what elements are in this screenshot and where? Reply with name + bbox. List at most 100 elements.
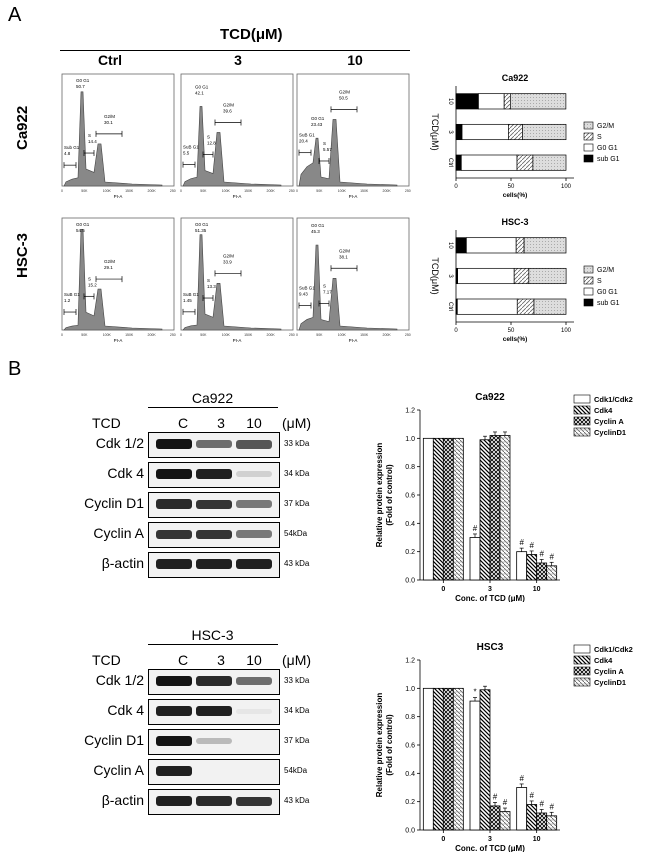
histogram-trace: [298, 119, 398, 187]
grouped-bar: [546, 815, 558, 831]
stacked-legend-label: sub G1: [597, 156, 620, 163]
lane-label: C: [177, 652, 189, 668]
stacked-segment: [513, 267, 530, 285]
histogram-xlabel: PI-A: [233, 194, 242, 199]
protein-label: Cdk 1/2: [95, 435, 144, 451]
stacked-xlabel: cells(%): [503, 192, 528, 199]
histogram-xtick: 150K: [244, 189, 253, 193]
grouped-bar: [516, 787, 528, 831]
gate-value: 51.35: [195, 228, 207, 233]
blot-band: [196, 796, 232, 806]
histogram-trace: [63, 229, 163, 331]
gate-value: 5.57: [323, 147, 332, 152]
histogram-trace: [182, 234, 282, 331]
stacked-xtick-label: 0: [454, 328, 458, 334]
blot-band: [196, 706, 232, 716]
stacked-xlabel: cells(%): [503, 336, 528, 343]
row-label-hsc3: HSC-3: [14, 232, 31, 278]
histogram-xtick: 250K: [289, 333, 295, 337]
stacked-xtick-label: 50: [508, 328, 515, 334]
grouped-ytick-label: 1.2: [405, 658, 415, 665]
blot-band: [196, 769, 232, 774]
stacked-segment: [455, 237, 467, 254]
protein-label: Cyclin D1: [84, 495, 144, 511]
grouped-legend-label: Cdk1/Cdk2: [594, 645, 633, 654]
grouped-ytick-label: 1.2: [405, 408, 415, 415]
stacked-segment: [515, 237, 525, 254]
grouped-legend-label: CyclinD1: [594, 678, 626, 687]
histogram-xtick: 0: [61, 333, 63, 337]
stacked-segment: [460, 154, 518, 171]
bar-chart-ca922: Ca922 0.0 0.2 0.4 0.6 0.8 1.0 1.2 Relative prote…: [375, 392, 633, 602]
blot-band: [156, 736, 192, 746]
gate-value: 14.4: [88, 139, 97, 144]
gate-value: 13.3: [207, 284, 216, 289]
stacked-xtick-label: 50: [508, 184, 515, 190]
gate-value: 45.3: [311, 229, 320, 234]
gate-value: 4.8: [64, 151, 71, 156]
kda-label: 37 kDa: [284, 499, 310, 508]
grouped-xtick-label: 3: [488, 836, 492, 843]
significance-marker: #: [529, 541, 534, 550]
grouped-xtick-label: 0: [441, 586, 445, 593]
blot-band: [236, 530, 272, 538]
significance-marker: #: [549, 552, 554, 561]
stacked-segment: [456, 298, 518, 315]
gate-value: 33.9: [223, 259, 232, 264]
stacked-legend-label: G0 G1: [597, 289, 618, 296]
kda-label: 34 kDa: [284, 706, 310, 715]
blot-band: [196, 559, 232, 569]
panel-b-letter: B: [8, 358, 22, 380]
stacked-category-label: 3: [447, 274, 453, 278]
treatment-header: TCD(μM): [220, 26, 283, 43]
histogram-xlabel: PI-A: [349, 194, 358, 199]
grouped-ytick-label: 0.0: [405, 578, 415, 585]
gate-label: SuB G1: [183, 145, 199, 150]
blot-header-line: [148, 407, 278, 408]
histogram-xtick: 50K: [316, 333, 323, 337]
stacked-category-label: Ctrl: [447, 158, 453, 167]
kda-label: 33 kDa: [284, 439, 310, 448]
unit-label: (μM): [282, 652, 312, 668]
grouped-bar: [432, 437, 444, 581]
histogram-trace: [298, 244, 398, 331]
gate-value: 1.45: [183, 298, 192, 303]
stacked-segment: [455, 154, 462, 171]
grouped-bar: [499, 435, 511, 581]
histogram-xtick: 250K: [405, 189, 411, 193]
blot-band: [156, 499, 192, 509]
stacked-ylabel: TCD(μM): [430, 113, 440, 150]
grouped-ytick-label: 0.2: [405, 799, 415, 806]
gate-label: SuB G1: [64, 292, 80, 297]
blot-band: [196, 738, 232, 744]
histogram-xtick: 200K: [267, 189, 276, 193]
histogram-xtick: 0: [180, 189, 182, 193]
grouped-legend-swatch: [573, 677, 591, 687]
significance-marker: #: [539, 549, 544, 558]
grouped-legend-swatch: [573, 666, 591, 676]
stacked-segment: [461, 123, 509, 141]
gate-value: 20.4: [299, 139, 308, 144]
stacked-legend-swatch: [583, 143, 594, 152]
gate-label: G0 G1: [195, 222, 209, 227]
grouped-bar: [452, 437, 464, 581]
stacked-bar-chart-hsc3: HSC-3 0 50 100 cells(%) TCD(μM) Ctrl 3 10 G2/M S G0…: [430, 217, 620, 343]
histogram-xlabel: PI-A: [233, 338, 242, 343]
gate-value: 1.2: [64, 298, 71, 303]
grouped-xlabel: Conc. of TCD (μM): [455, 594, 525, 602]
grouped-bar: [422, 437, 434, 581]
grouped-legend-swatch: [573, 405, 591, 415]
blot-band: [236, 439, 272, 449]
protein-label: Cyclin A: [93, 525, 144, 541]
stacked-legend-label: S: [597, 134, 602, 141]
grouped-ylabel-line: Relative protein expression: [375, 443, 384, 548]
grouped-bar: [442, 687, 454, 831]
stacked-legend-label: S: [597, 278, 602, 285]
grouped-ytick-label: 0.4: [405, 521, 415, 528]
lane-label: 3: [217, 415, 225, 431]
grouped-legend-label: Cyclin A: [594, 667, 624, 676]
gate-label: G2/M: [339, 248, 350, 253]
gate-label: Sub G1: [64, 145, 80, 150]
kda-label: 34 kDa: [284, 469, 310, 478]
condition-label-ctrl: Ctrl: [97, 52, 123, 68]
